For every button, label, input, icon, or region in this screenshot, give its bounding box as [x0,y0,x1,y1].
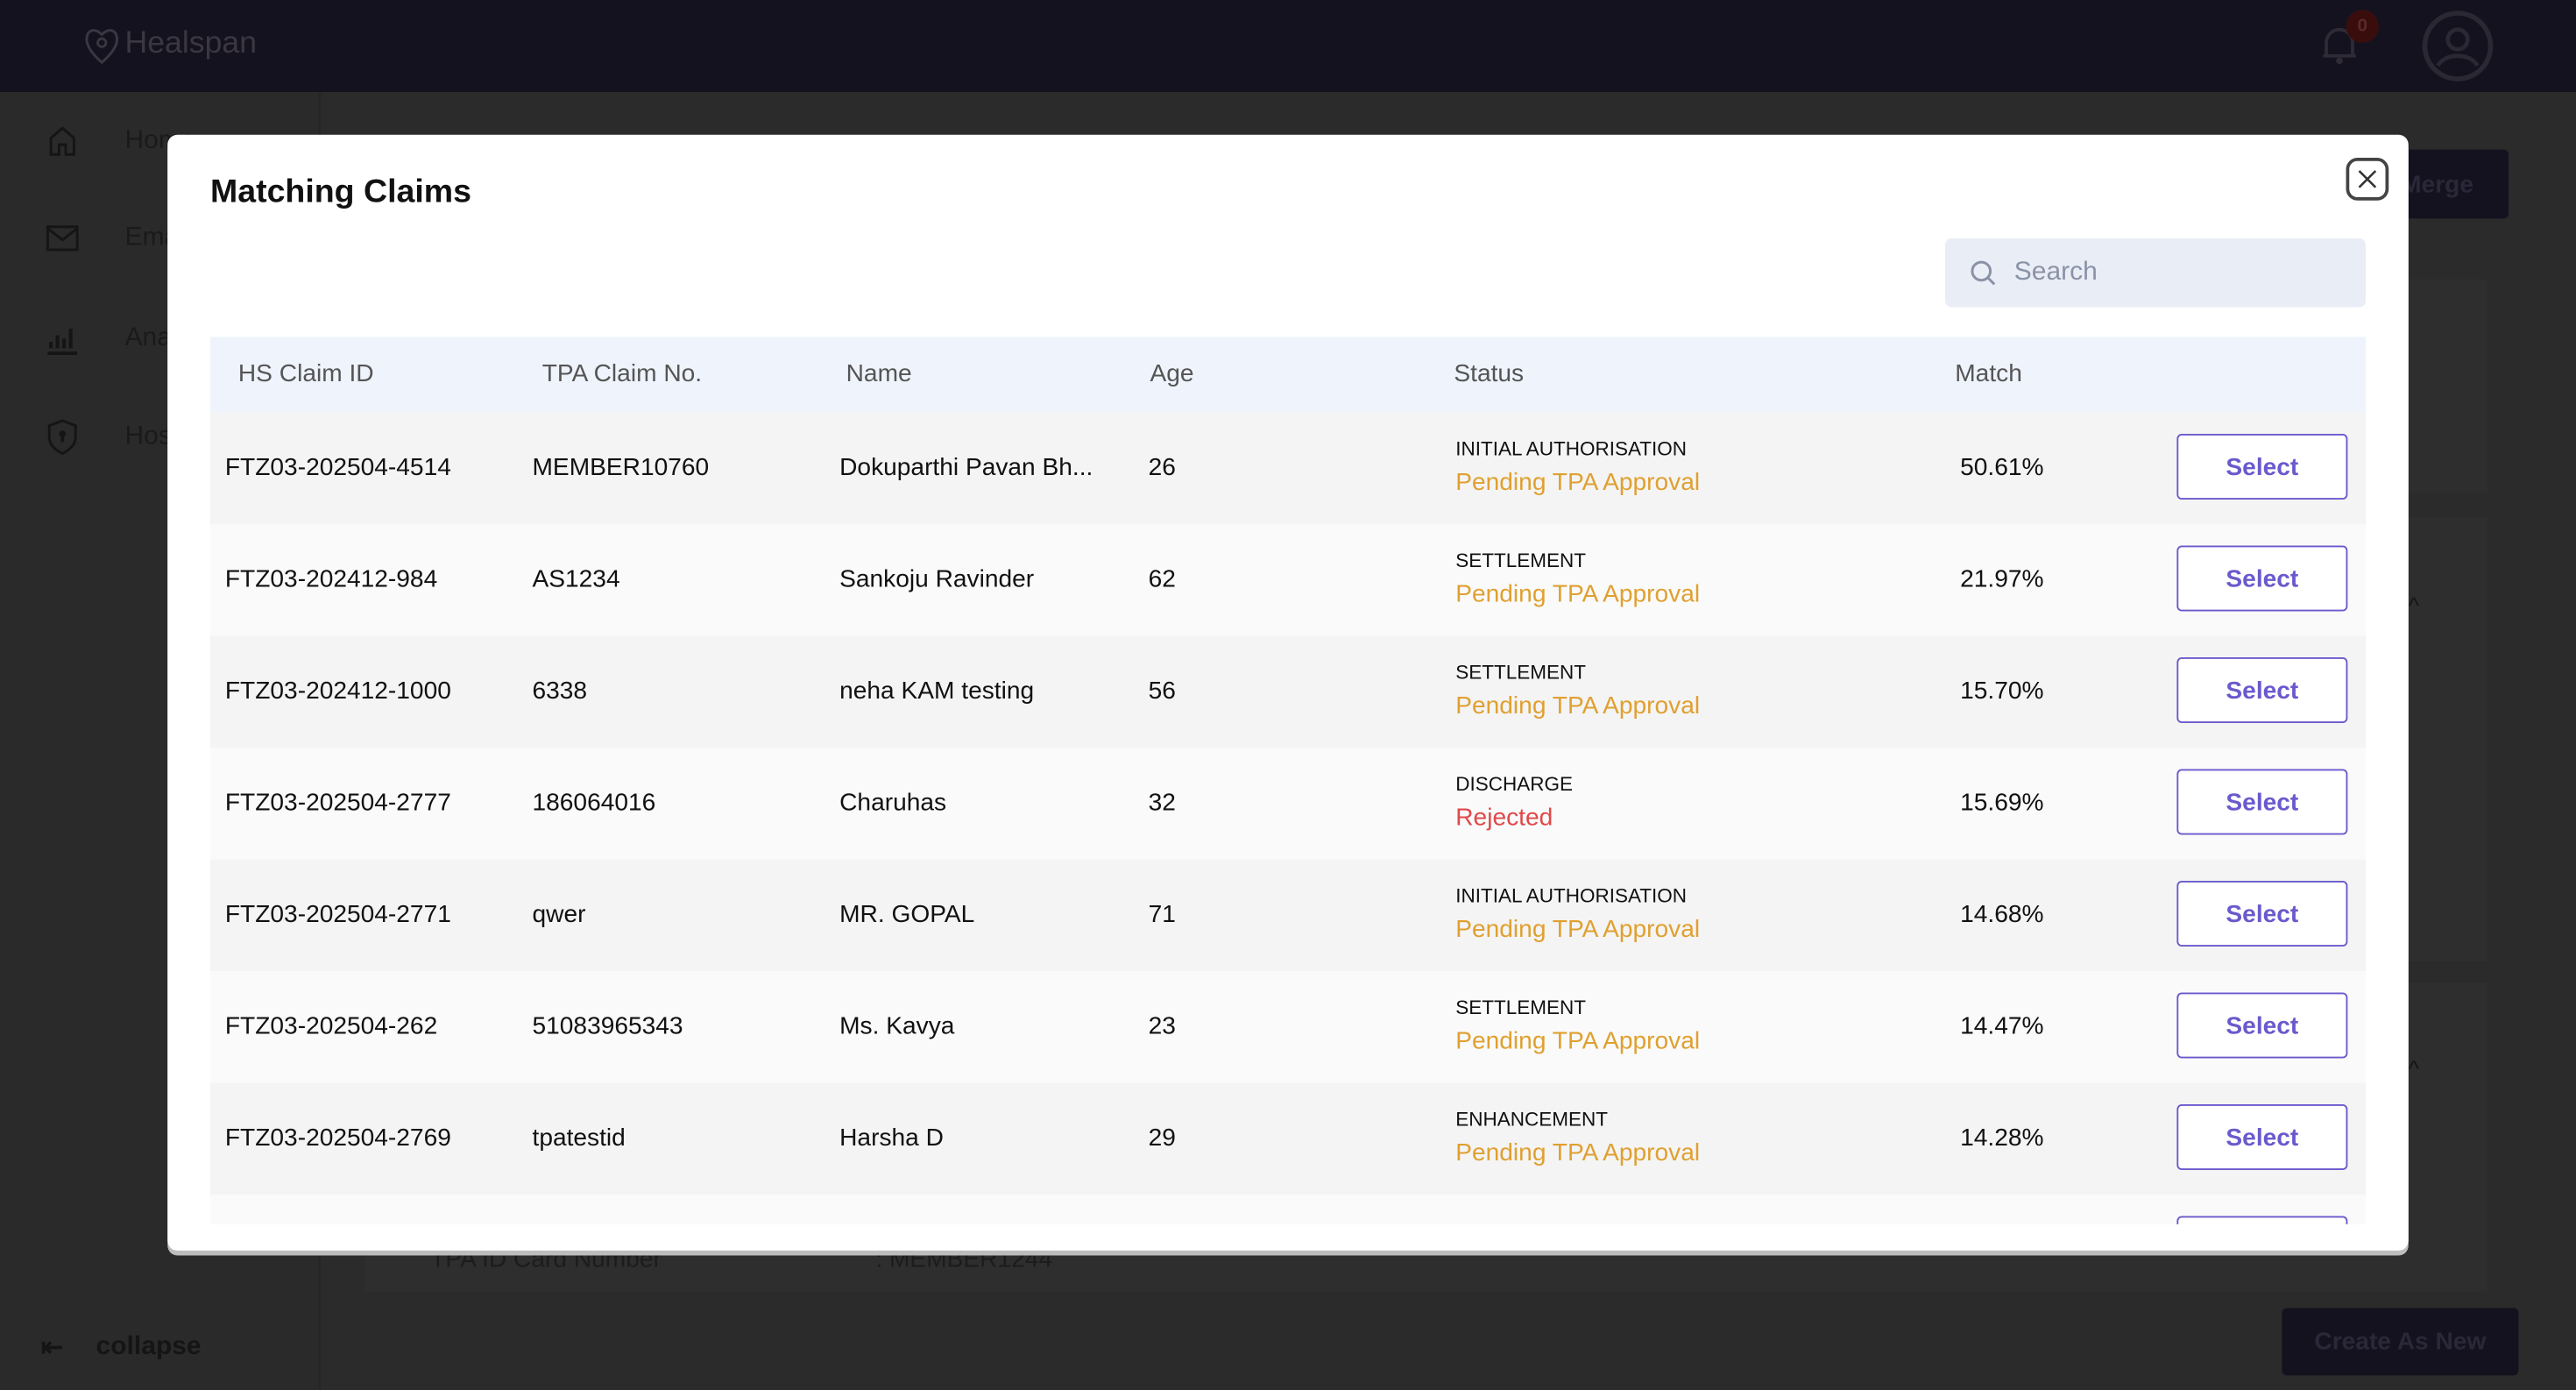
patient-age: 71 [1148,900,1176,929]
tpa-claim-no: MEMBER10760 [532,453,710,482]
hs-claim-id: FTZ03-202504-4514 [224,453,451,482]
patient-name: neha KAM testing [839,677,1035,706]
claim-status: Pending TPA Approval [1455,579,1701,608]
match-percent: 14.68% [1960,900,2044,929]
claim-status: Pending TPA Approval [1455,915,1701,944]
claim-status: Pending TPA Approval [1455,468,1701,497]
mail-icon [46,225,79,252]
select-button[interactable]: Select [2176,545,2348,612]
patient-age: 26 [1148,453,1176,482]
table-header: HS Claim ID TPA Claim No. Name Age Statu… [210,337,2366,413]
claim-status: Pending TPA Approval [1455,1026,1701,1055]
collapse-button[interactable]: ⇤ collapse [41,1331,202,1365]
patient-name: Dokuparthi Pavan Bh... [839,453,1093,482]
table-row: FTZ03-202412-1000 6338 neha KAM testing 56 S… [210,635,2366,748]
search-icon [1971,259,1996,285]
claims-table: HS Claim ID TPA Claim No. Name Age Statu… [210,337,2366,1224]
claim-status: Rejected [1455,803,1553,832]
bell-icon[interactable] [2317,20,2363,69]
match-percent: 15.70% [1960,677,2044,706]
collapse-label: collapse [96,1332,202,1361]
claim-stage: INITIAL AUTHORISATION [1455,883,1688,907]
column-header-status: Status [1454,359,1525,388]
claim-stage: SETTLEMENT [1455,549,1587,572]
search-input[interactable] [2011,256,2346,289]
brand-name: Healspan [124,26,258,61]
search-box [1945,238,2366,308]
matching-claims-modal: Matching Claims HS Claim ID TPA Claim No… [167,134,2409,1251]
patient-name: Ms. Kavya [839,1012,955,1040]
match-percent: 14.47% [1960,1012,2044,1040]
table-row: FTZ03-202504-2771 qwer MR. GOPAL 71 INITIAL … [210,859,2366,972]
home-icon [49,126,75,156]
patient-age: 62 [1148,565,1176,593]
collapse-icon: ⇤ [40,1334,64,1363]
claim-stage: SETTLEMENT [1455,996,1587,1019]
close-button[interactable] [2346,158,2389,201]
table-row: FTZ03-202504-2769 tpatestid Harsha D 29 ENHA… [210,1082,2366,1195]
bar-chart-icon [47,329,78,355]
chevron-up-icon[interactable]: ^ [2408,592,2420,618]
column-header-tpa-claim-no: TPA Claim No. [541,359,703,388]
table-row: FTZ03-202504-262 51083965343 Ms. Kavya 23 SE… [210,971,2366,1083]
healspan-logo-icon [85,29,119,65]
patient-age: 29 [1148,1124,1176,1152]
hs-claim-id: FTZ03-202412-1000 [224,677,451,706]
create-as-new-button[interactable]: Create As New [2282,1308,2519,1376]
select-button[interactable]: Select [2176,1104,2348,1170]
close-icon [2358,170,2377,188]
select-button[interactable]: Select [2176,434,2348,500]
match-percent: 21.97% [1960,565,2044,593]
logo: Healspan [82,23,257,66]
select-button[interactable] [2176,1216,2348,1224]
claim-status: Pending TPA Approval [1455,1138,1701,1167]
match-percent: 15.69% [1960,789,2044,817]
table-row: FTZ03-202504-4514 MEMBER10760 Dokuparthi P… [210,412,2366,525]
claim-stage: INITIAL AUTHORISATION [1455,436,1688,460]
patient-name: Charuhas [839,789,947,817]
tpa-claim-no: 6338 [532,677,588,706]
chevron-up-icon[interactable]: ^ [2408,1054,2420,1082]
patient-age: 56 [1148,677,1176,706]
notification-badge: 0 [2346,10,2379,43]
column-header-match: Match [1955,359,2022,388]
hs-claim-id: FTZ03-202504-2769 [224,1124,451,1152]
select-button[interactable]: Select [2176,881,2348,947]
claim-status: Pending TPA Approval [1455,691,1701,720]
patient-name: Harsha D [839,1124,944,1152]
select-button[interactable]: Select [2176,769,2348,835]
tpa-claim-no: qwer [532,900,586,929]
patient-age: 32 [1148,789,1176,817]
tpa-claim-no: 51083965343 [532,1012,683,1040]
patient-age: 23 [1148,1012,1176,1040]
table-row: FTZ03-202504-2777 186064016 Charuhas 32 DISC… [210,748,2366,860]
hs-claim-id: FTZ03-202504-2777 [224,789,451,817]
select-button[interactable]: Select [2176,992,2348,1059]
match-percent: 14.28% [1960,1124,2044,1152]
table-body: FTZ03-202504-4514 MEMBER10760 Dokuparthi P… [210,412,2366,1224]
table-row [210,1195,2366,1224]
column-header-age: Age [1150,359,1194,388]
tpa-claim-no: tpatestid [532,1124,626,1152]
modal-title: Matching Claims [210,174,471,210]
patient-name: MR. GOPAL [839,900,975,929]
hs-claim-id: FTZ03-202504-262 [224,1012,438,1040]
shield-icon [47,419,77,456]
match-percent: 50.61% [1960,453,2044,482]
table-row: FTZ03-202412-984 AS1234 Sankoju Ravinder 62… [210,524,2366,636]
patient-name: Sankoju Ravinder [839,565,1035,593]
column-header-name: Name [846,359,912,388]
hs-claim-id: FTZ03-202412-984 [224,565,438,593]
tpa-claim-no: AS1234 [532,565,620,593]
column-header-hs-claim-id: HS Claim ID [237,359,374,388]
claim-stage: ENHANCEMENT [1455,1107,1609,1131]
user-avatar-icon[interactable] [2422,10,2495,82]
select-button[interactable]: Select [2176,657,2348,723]
claim-stage: SETTLEMENT [1455,660,1587,684]
tpa-claim-no: 186064016 [532,789,656,817]
hs-claim-id: FTZ03-202504-2771 [224,900,451,929]
claim-stage: DISCHARGE [1455,772,1574,796]
top-bar: Healspan 0 [0,0,2576,92]
